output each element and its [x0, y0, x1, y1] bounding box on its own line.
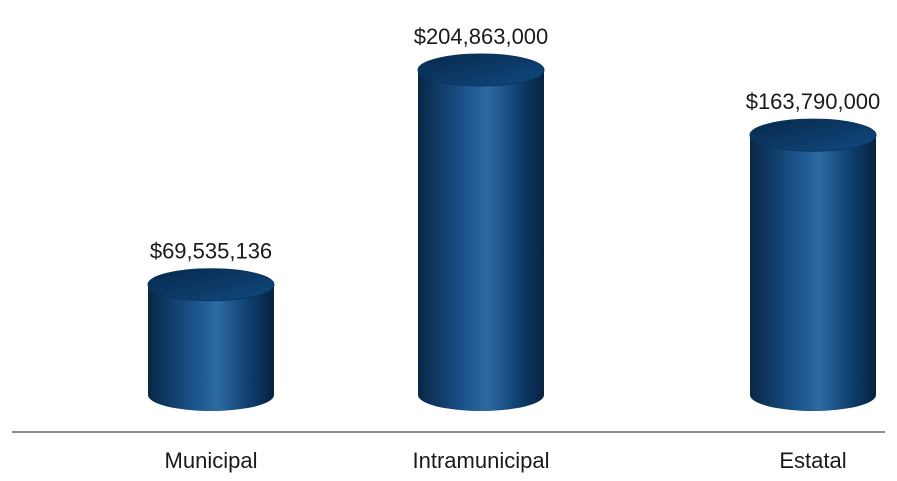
bar-top	[418, 54, 544, 86]
bar-municipal	[148, 269, 274, 411]
x-tick-label: Municipal	[165, 448, 258, 473]
bar-estatal	[750, 119, 876, 411]
bar-body	[418, 70, 544, 395]
bar-top	[148, 269, 274, 301]
data-label: $163,790,000	[746, 89, 881, 114]
x-tick-label: Intramunicipal	[413, 448, 550, 473]
data-label: $204,863,000	[414, 24, 549, 49]
data-label: $69,535,136	[150, 239, 272, 264]
bar-body	[148, 285, 274, 395]
bar-body	[750, 135, 876, 395]
bar-top	[750, 119, 876, 151]
x-tick-label: Estatal	[779, 448, 846, 473]
bar-intramunicipal	[418, 54, 544, 411]
